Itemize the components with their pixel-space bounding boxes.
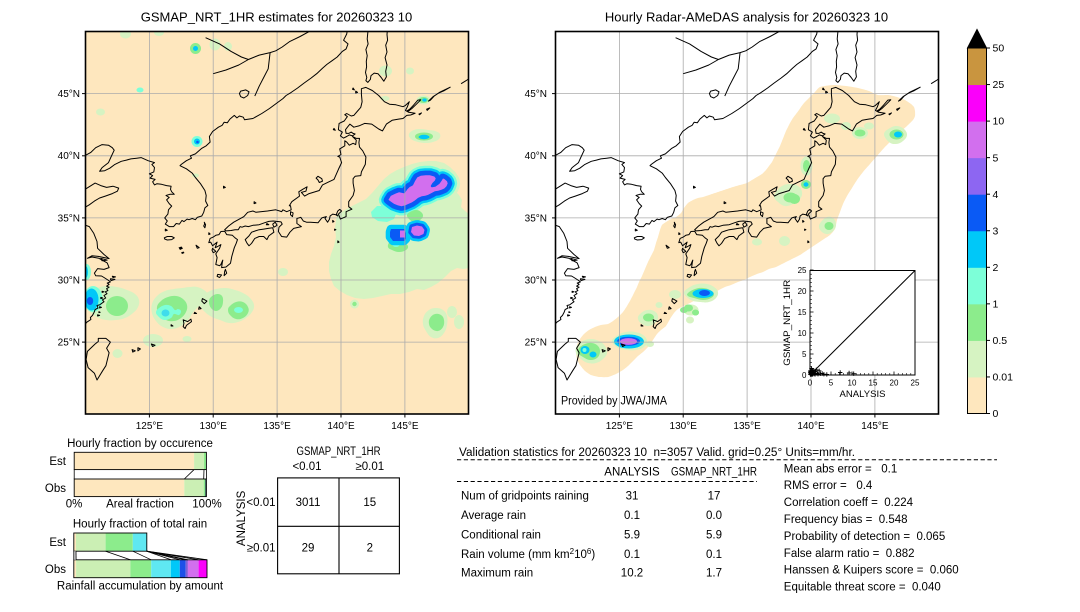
svg-text:0: 0 bbox=[802, 371, 807, 380]
svg-text:45°N: 45°N bbox=[525, 89, 547, 100]
svg-text:Est: Est bbox=[49, 456, 66, 468]
svg-text:<0.01: <0.01 bbox=[246, 497, 275, 509]
svg-text:10: 10 bbox=[993, 116, 1005, 128]
svg-text:125°E: 125°E bbox=[136, 421, 164, 432]
svg-text:Areal fraction: Areal fraction bbox=[106, 499, 174, 511]
svg-text:100%: 100% bbox=[192, 499, 221, 511]
svg-text:140°E: 140°E bbox=[797, 421, 825, 432]
svg-text:35°N: 35°N bbox=[58, 213, 80, 224]
svg-text:135°E: 135°E bbox=[263, 421, 291, 432]
svg-text:≥0.01: ≥0.01 bbox=[247, 543, 276, 555]
svg-text:145°E: 145°E bbox=[861, 421, 889, 432]
svg-text:35°N: 35°N bbox=[525, 213, 547, 224]
svg-text:0.01: 0.01 bbox=[993, 372, 1014, 384]
svg-text:Rainfall accumulation by amoun: Rainfall accumulation by amount bbox=[57, 581, 224, 593]
svg-text:RMS error = 0.4: RMS error = 0.4 bbox=[784, 480, 873, 492]
svg-text:25°N: 25°N bbox=[525, 338, 547, 349]
svg-text:Rain volume (mm km2106): Rain volume (mm km2106) bbox=[461, 547, 595, 561]
svg-text:Obs: Obs bbox=[45, 564, 66, 576]
svg-text:130°E: 130°E bbox=[200, 421, 228, 432]
svg-text:4: 4 bbox=[993, 189, 999, 201]
svg-text:140°E: 140°E bbox=[327, 421, 355, 432]
svg-text:20: 20 bbox=[890, 379, 899, 388]
svg-text:2: 2 bbox=[993, 262, 999, 274]
svg-text:Mean abs error = 0.1: Mean abs error = 0.1 bbox=[784, 463, 897, 475]
svg-text:GSMAP_NRT_1HR: GSMAP_NRT_1HR bbox=[297, 446, 381, 458]
svg-text:40°N: 40°N bbox=[58, 151, 80, 162]
svg-text:Average rain: Average rain bbox=[461, 510, 526, 522]
svg-text:ANALYSIS: ANALYSIS bbox=[604, 466, 660, 478]
svg-text:Maximum rain: Maximum rain bbox=[461, 568, 533, 580]
svg-text:5: 5 bbox=[802, 350, 807, 359]
svg-text:GSMAP_NRT_1HR: GSMAP_NRT_1HR bbox=[782, 280, 793, 366]
svg-text:Hanssen & Kuipers score = 0.0: Hanssen & Kuipers score = 0.060 bbox=[784, 565, 959, 577]
svg-text:17: 17 bbox=[708, 491, 721, 503]
svg-text:3: 3 bbox=[993, 225, 999, 237]
svg-text:≥0.01: ≥0.01 bbox=[355, 461, 384, 473]
svg-text:Hourly fraction of total rain: Hourly fraction of total rain bbox=[73, 519, 207, 531]
svg-text:25°N: 25°N bbox=[58, 338, 80, 349]
svg-text:0.1: 0.1 bbox=[624, 510, 640, 522]
svg-text:<0.01: <0.01 bbox=[292, 461, 321, 473]
svg-text:30°N: 30°N bbox=[58, 275, 80, 286]
svg-text:40°N: 40°N bbox=[525, 151, 547, 162]
svg-text:1.7: 1.7 bbox=[706, 568, 722, 580]
svg-text:2: 2 bbox=[367, 543, 373, 555]
svg-text:135°E: 135°E bbox=[733, 421, 761, 432]
svg-text:Hourly Radar-AMeDAS analysis f: Hourly Radar-AMeDAS analysis for 2026032… bbox=[605, 10, 888, 25]
svg-text:False alarm ratio = 0.882: False alarm ratio = 0.882 bbox=[784, 548, 915, 560]
svg-text:Obs: Obs bbox=[45, 483, 66, 495]
svg-text:Conditional rain: Conditional rain bbox=[461, 530, 541, 542]
svg-text:0: 0 bbox=[808, 379, 813, 388]
svg-text:0: 0 bbox=[993, 408, 999, 420]
svg-text:Probability of detection = 0.: Probability of detection = 0.065 bbox=[784, 531, 945, 543]
svg-text:130°E: 130°E bbox=[670, 421, 698, 432]
svg-text:0.0: 0.0 bbox=[706, 510, 722, 522]
svg-text:Validation statistics for 2026: Validation statistics for 20260323 10 n=… bbox=[459, 447, 855, 459]
svg-text:GSMAP_NRT_1HR estimates for 20: GSMAP_NRT_1HR estimates for 20260323 10 bbox=[141, 10, 412, 25]
svg-text:10: 10 bbox=[848, 379, 857, 388]
svg-text:10.2: 10.2 bbox=[621, 568, 643, 580]
svg-text:Equitable threat score = 0.04: Equitable threat score = 0.040 bbox=[784, 582, 941, 594]
svg-text:5.9: 5.9 bbox=[706, 530, 722, 542]
svg-text:1: 1 bbox=[993, 298, 999, 310]
svg-text:GSMAP_NRT_1HR: GSMAP_NRT_1HR bbox=[671, 466, 757, 478]
svg-text:5: 5 bbox=[993, 152, 999, 164]
svg-text:25: 25 bbox=[798, 266, 807, 275]
svg-text:3011: 3011 bbox=[296, 497, 321, 509]
svg-text:10: 10 bbox=[798, 329, 807, 338]
svg-text:Est: Est bbox=[49, 537, 66, 549]
svg-text:5: 5 bbox=[829, 379, 834, 388]
svg-text:15: 15 bbox=[363, 497, 376, 509]
svg-text:0.5: 0.5 bbox=[993, 335, 1008, 347]
svg-text:ANALYSIS: ANALYSIS bbox=[236, 490, 248, 546]
svg-text:0%: 0% bbox=[66, 499, 83, 511]
svg-text:125°E: 125°E bbox=[606, 421, 634, 432]
svg-text:Frequency bias = 0.548: Frequency bias = 0.548 bbox=[784, 514, 908, 526]
svg-text:25: 25 bbox=[993, 79, 1005, 91]
svg-text:0.1: 0.1 bbox=[624, 549, 640, 561]
svg-text:Correlation coeff = 0.224: Correlation coeff = 0.224 bbox=[784, 497, 914, 509]
svg-text:0.1: 0.1 bbox=[706, 549, 722, 561]
svg-text:15: 15 bbox=[798, 308, 807, 317]
svg-text:145°E: 145°E bbox=[391, 421, 419, 432]
svg-text:Provided by JWA/JMA: Provided by JWA/JMA bbox=[561, 396, 667, 408]
svg-text:Hourly fraction by occurence: Hourly fraction by occurence bbox=[67, 438, 213, 450]
svg-text:45°N: 45°N bbox=[58, 89, 80, 100]
svg-text:31: 31 bbox=[626, 491, 639, 503]
svg-text:29: 29 bbox=[302, 543, 315, 555]
svg-text:20: 20 bbox=[798, 287, 807, 296]
svg-text:Num of gridpoints raining: Num of gridpoints raining bbox=[461, 491, 589, 503]
svg-text:25: 25 bbox=[911, 379, 920, 388]
svg-text:50: 50 bbox=[993, 43, 1005, 55]
svg-text:5.9: 5.9 bbox=[624, 530, 640, 542]
svg-text:ANALYSIS: ANALYSIS bbox=[840, 389, 886, 400]
svg-text:15: 15 bbox=[869, 379, 878, 388]
svg-text:30°N: 30°N bbox=[525, 275, 547, 286]
